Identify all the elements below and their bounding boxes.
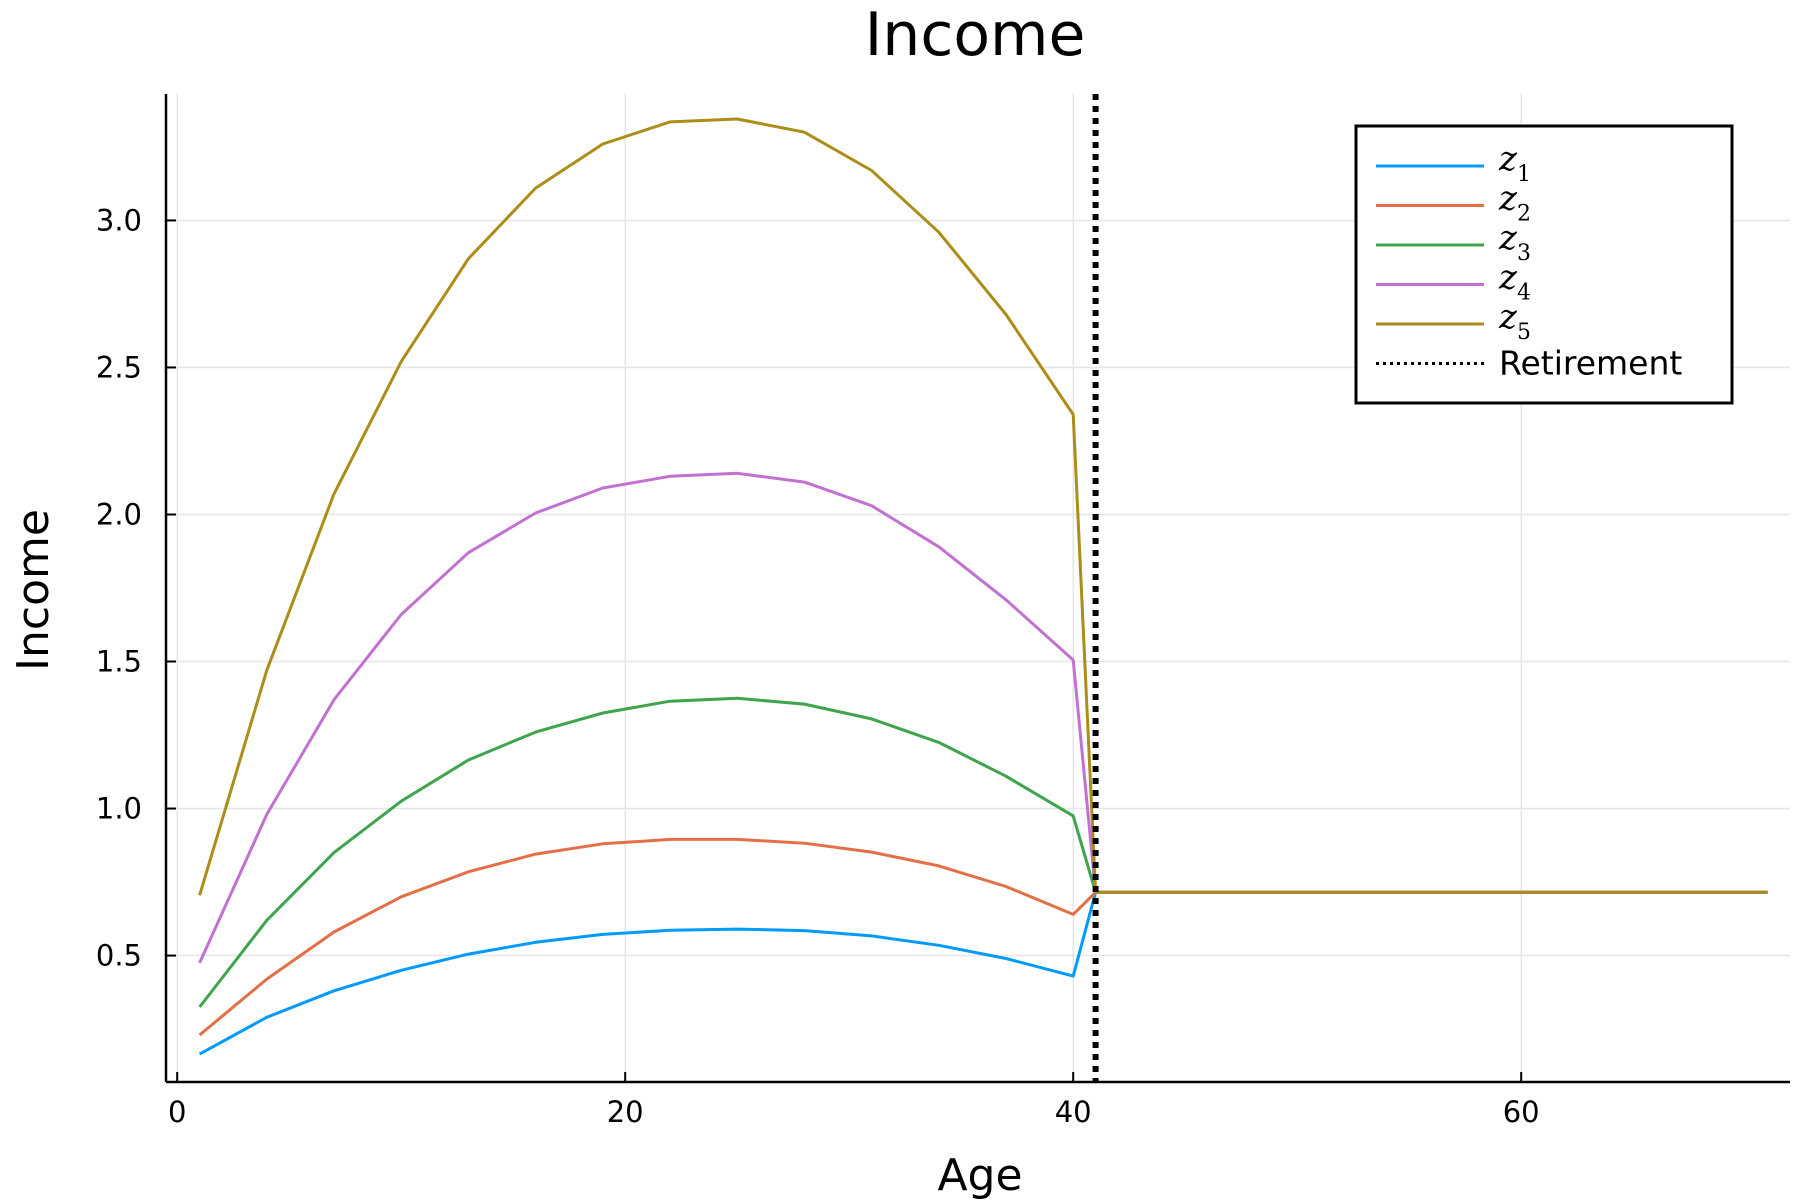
series-line-z3	[198, 696, 1768, 1008]
legend-label-z2: z	[1498, 179, 1518, 219]
y-tick-label: 3.0	[96, 203, 142, 237]
y-tick-label: 1.5	[96, 645, 142, 679]
series-line-z5	[198, 117, 1768, 896]
legend-subscript-z5: 5	[1517, 320, 1531, 345]
legend-box	[1354, 124, 1734, 405]
tick-labels: 0 20 40 60 0.5 1.0 1.5 2.0 2.5 3.0	[96, 203, 1540, 1129]
y-tick-label: 1.0	[96, 792, 142, 826]
x-axis-title: Age	[937, 1150, 1022, 1200]
legend-subscript-z1: 1	[1517, 162, 1531, 187]
y-tick-label: 2.5	[96, 350, 142, 384]
series-line-z2	[198, 837, 1768, 1037]
x-tick-label: 60	[1503, 1095, 1540, 1129]
y-tick-label: 2.0	[96, 497, 142, 531]
series-line-z4	[198, 471, 1768, 964]
chart-title: Income	[865, 0, 1086, 70]
axes	[164, 94, 1790, 1084]
legend-subscript-z3: 3	[1517, 241, 1531, 266]
series-lines	[198, 94, 1768, 1082]
y-tick-label: 0.5	[96, 939, 142, 973]
legend-subscript-z2: 2	[1517, 202, 1531, 227]
x-tick-label: 0	[168, 1095, 186, 1129]
legend-label-z5: z	[1498, 297, 1518, 337]
legend-label-z4: z	[1498, 258, 1518, 298]
legend-label-retirement: Retirement	[1499, 344, 1682, 383]
x-tick-label: 40	[1055, 1095, 1092, 1129]
legend-label-z1: z	[1498, 139, 1518, 179]
x-tick-label: 20	[607, 1095, 644, 1129]
series-line-z1	[198, 890, 1768, 1056]
y-axis-title: Income	[8, 509, 59, 671]
legend-subscript-z4: 4	[1517, 281, 1531, 306]
legend-label-z3: z	[1498, 218, 1518, 258]
